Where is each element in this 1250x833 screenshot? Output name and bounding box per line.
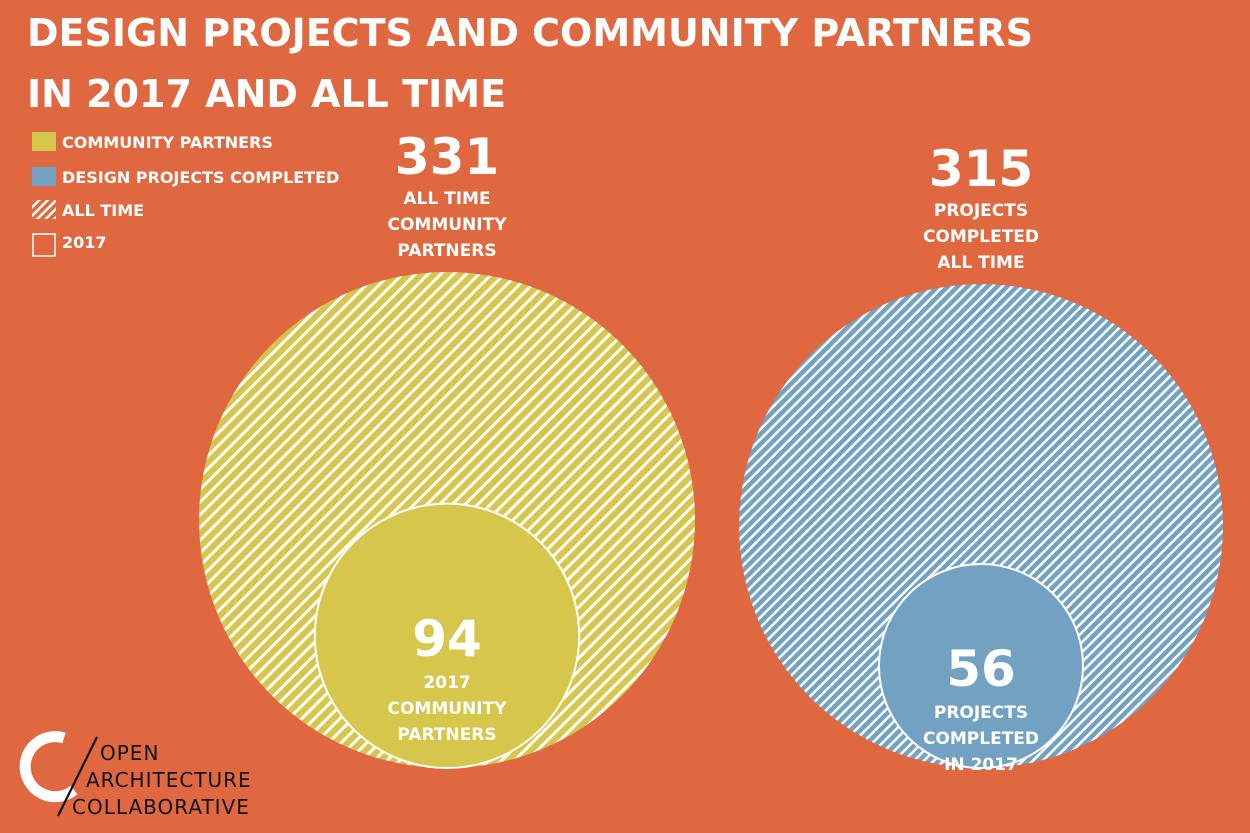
legend: COMMUNITY PARTNERS DESIGN PROJECTS COMPL… [32, 132, 339, 257]
legend-label-2017: 2017 [62, 233, 107, 252]
design-projects-completed-all-time-label: PROJECTS [934, 201, 1028, 221]
legend-label-all-time: ALL TIME [62, 201, 144, 220]
community-partners-all-time-label: ALL TIME [403, 189, 490, 209]
legend-swatch-projects [32, 167, 56, 186]
logo-text-line1: OPEN [100, 741, 159, 765]
bubble-chart: 331 ALL TIME COMMUNITY PARTNERS 94 2017 COMMUN… [199, 128, 1223, 775]
logo-text-line3: COLLABORATIVE [72, 795, 250, 819]
logo-slash-icon [57, 736, 98, 817]
design-projects-completed-all-time-label: COMPLETED [923, 227, 1039, 247]
legend-swatch-2017 [32, 233, 56, 257]
community-partners-2017-label: COMMUNITY [387, 699, 507, 719]
design-projects-completed-2017-label: IN 2017 [944, 755, 1018, 775]
community-partners-2017-label: 2017 [423, 673, 470, 693]
design-projects-completed-all-time-label: ALL TIME [937, 253, 1024, 273]
logo-mark-icon [19, 731, 78, 803]
chart-title-line1: DESIGN PROJECTS AND COMMUNITY PARTNERS [27, 11, 1033, 55]
community-partners-all-time-value: 331 [395, 128, 499, 186]
design-projects-completed-all-time-bubble [739, 284, 1223, 768]
community-partners-2017-bubble [313, 502, 581, 770]
legend-swatch-community [32, 132, 56, 151]
community-partners-2017-label: PARTNERS [397, 725, 496, 745]
community-partners-all-time-label: COMMUNITY [387, 215, 507, 235]
legend-label-projects: DESIGN PROJECTS COMPLETED [62, 168, 339, 187]
design-projects-completed-2017-label: COMPLETED [923, 729, 1039, 749]
design-projects-completed-2017-value: 56 [946, 640, 1016, 698]
design-projects-completed-all-time-value: 315 [929, 140, 1033, 198]
logo-text-line2: ARCHITECTURE [86, 768, 252, 792]
legend-swatch-all-time [32, 200, 56, 219]
chart-title-line2: IN 2017 AND ALL TIME [27, 72, 506, 116]
community-partners-2017-value: 94 [412, 610, 482, 668]
design-projects-completed-2017-bubble [877, 562, 1085, 770]
oac-logo: OPEN ARCHITECTURE COLLABORATIVE [19, 731, 252, 819]
community-partners-all-time-label: PARTNERS [397, 241, 496, 261]
design-projects-completed-2017-label: PROJECTS [934, 703, 1028, 723]
legend-label-community: COMMUNITY PARTNERS [62, 133, 273, 152]
